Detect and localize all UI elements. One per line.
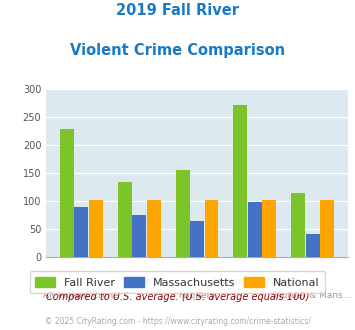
Bar xyxy=(262,200,276,257)
Text: 2019 Fall River: 2019 Fall River xyxy=(116,3,239,18)
Text: All Violent Crime: All Violent Crime xyxy=(43,291,119,300)
Bar xyxy=(190,221,204,257)
Bar xyxy=(234,105,247,257)
Bar xyxy=(118,182,132,257)
Text: Murder & Mans...: Murder & Mans... xyxy=(274,291,351,300)
Bar xyxy=(248,202,262,257)
Bar xyxy=(306,234,320,257)
Text: Compared to U.S. average. (U.S. average equals 100): Compared to U.S. average. (U.S. average … xyxy=(46,292,309,302)
Bar xyxy=(204,200,218,257)
Bar xyxy=(320,200,334,257)
Text: Rape: Rape xyxy=(128,277,151,286)
Bar xyxy=(132,215,146,257)
Bar xyxy=(89,200,103,257)
Text: Violent Crime Comparison: Violent Crime Comparison xyxy=(70,43,285,58)
Bar xyxy=(176,170,190,257)
Legend: Fall River, Massachusetts, National: Fall River, Massachusetts, National xyxy=(30,271,325,293)
Text: © 2025 CityRating.com - https://www.cityrating.com/crime-statistics/: © 2025 CityRating.com - https://www.city… xyxy=(45,317,310,326)
Bar xyxy=(60,129,74,257)
Bar xyxy=(147,200,160,257)
Text: Aggravated Assault: Aggravated Assault xyxy=(211,277,299,286)
Bar xyxy=(74,207,88,257)
Bar xyxy=(291,193,305,257)
Text: Robbery: Robbery xyxy=(178,291,216,300)
